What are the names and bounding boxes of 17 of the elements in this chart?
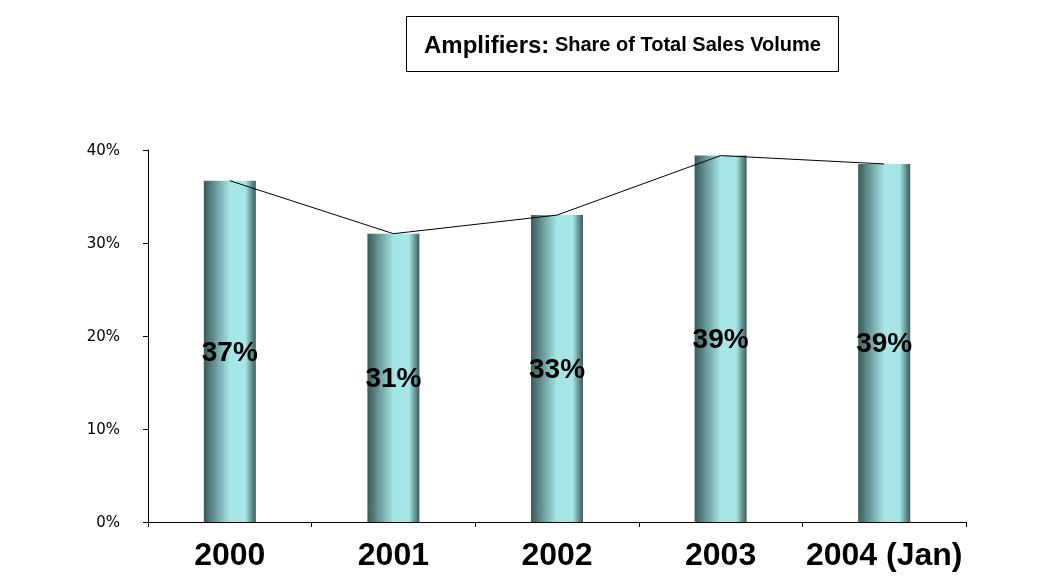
bar xyxy=(531,215,583,522)
bar xyxy=(694,155,747,522)
y-tick-label: 30% xyxy=(86,234,120,252)
y-tick-label: 0% xyxy=(96,513,120,531)
x-tick-label: 2001 xyxy=(357,536,429,572)
x-tick-label: 2003 xyxy=(685,536,757,572)
y-tick-label: 20% xyxy=(86,327,120,345)
bar xyxy=(367,233,420,522)
bar xyxy=(203,180,256,522)
x-tick-label: 2004 (Jan) xyxy=(805,536,963,572)
chart-title: Amplifiers: Share of Total Sales Volume xyxy=(424,30,821,58)
x-tick-label: 2000 xyxy=(194,536,266,572)
bar xyxy=(858,163,911,522)
x-tick-label: 2002 xyxy=(521,536,593,572)
y-tick-label: 40% xyxy=(86,141,120,159)
line-series xyxy=(229,155,885,235)
y-tick-label: 10% xyxy=(86,420,120,438)
